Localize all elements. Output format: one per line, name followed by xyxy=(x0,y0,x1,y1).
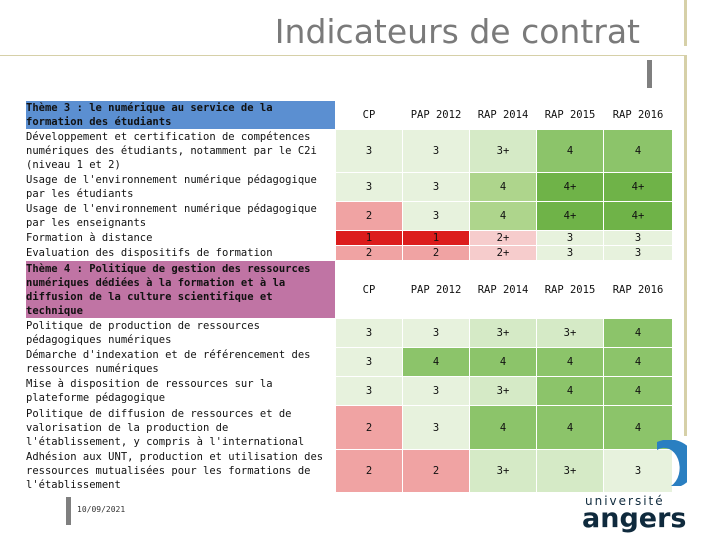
row-label: Mise à disposition de ressources sur la … xyxy=(25,376,336,406)
cell-value: 4 xyxy=(402,347,470,377)
col-header-rap2016: RAP 2016 xyxy=(603,100,673,130)
cell-value: 3 xyxy=(402,376,470,406)
cell-value: 2+ xyxy=(469,230,537,246)
cell-value: 3 xyxy=(402,129,470,173)
col-header-rap2015: RAP 2015 xyxy=(536,260,604,319)
cell-value: 4 xyxy=(469,172,537,202)
cell-value: 2 xyxy=(335,449,403,493)
table-row: Politique de diffusion de ressources et … xyxy=(25,405,673,450)
cell-value: 3 xyxy=(603,245,673,261)
cell-value: 4+ xyxy=(603,172,673,202)
cell-value: 3+ xyxy=(469,449,537,493)
row-label: Formation à distance xyxy=(25,230,336,246)
table-row: Evaluation des dispositifs de formation … xyxy=(25,245,673,261)
decor-vertical-line-top xyxy=(684,0,687,46)
cell-value: 4 xyxy=(469,201,537,231)
row-label: Usage de l'environnement numérique pédag… xyxy=(25,172,336,202)
cell-value: 3+ xyxy=(469,129,537,173)
table-row: Usage de l'environnement numérique pédag… xyxy=(25,201,673,231)
cell-value: 3 xyxy=(335,376,403,406)
logo-text-universite: université xyxy=(585,494,665,508)
cell-value: 2 xyxy=(335,201,403,231)
row-label: Adhésion aux UNT, production et utilisat… xyxy=(25,449,336,493)
row-label: Politique de production de ressources pé… xyxy=(25,318,336,348)
cell-value: 4 xyxy=(469,405,537,450)
cell-value: 3+ xyxy=(536,449,604,493)
table-row: Formation à distance 1 1 2+ 3 3 xyxy=(25,230,673,246)
cell-value: 3+ xyxy=(469,318,537,348)
cell-value: 3 xyxy=(603,449,673,493)
cell-value: 4+ xyxy=(603,201,673,231)
col-header-rap2016: RAP 2016 xyxy=(603,260,673,319)
cell-value: 4 xyxy=(603,318,673,348)
cell-value: 2 xyxy=(402,245,470,261)
theme3-title: Thème 3 : le numérique au service de la … xyxy=(25,100,336,130)
table-row: Développement et certification de compét… xyxy=(25,129,673,173)
cell-value: 4+ xyxy=(536,172,604,202)
slide-title: Indicateurs de contrat xyxy=(274,12,640,51)
col-header-cp: CP xyxy=(335,100,403,130)
cell-value: 4 xyxy=(536,347,604,377)
cell-value: 4 xyxy=(603,129,673,173)
row-label: Evaluation des dispositifs de formation xyxy=(25,245,336,261)
cell-value: 3 xyxy=(335,172,403,202)
row-label: Politique de diffusion de ressources et … xyxy=(25,405,336,450)
decor-horizontal-line xyxy=(0,55,687,56)
cell-value: 2+ xyxy=(469,245,537,261)
cell-value: 3 xyxy=(402,201,470,231)
theme3-header-row: Thème 3 : le numérique au service de la … xyxy=(25,100,673,130)
logo-text-angers: angers xyxy=(582,503,687,534)
university-logo-arc-icon xyxy=(657,440,687,486)
cell-value: 3 xyxy=(335,347,403,377)
cell-value: 3+ xyxy=(469,376,537,406)
contract-indicators-table: Thème 3 : le numérique au service de la … xyxy=(25,100,673,493)
decor-gray-bar-bottom xyxy=(66,497,71,525)
cell-value: 1 xyxy=(335,230,403,246)
cell-value: 2 xyxy=(402,449,470,493)
cell-value: 4 xyxy=(536,376,604,406)
cell-value: 4+ xyxy=(536,201,604,231)
row-label: Développement et certification de compét… xyxy=(25,129,336,173)
cell-value: 1 xyxy=(402,230,470,246)
cell-value: 2 xyxy=(335,245,403,261)
col-header-cp: CP xyxy=(335,260,403,319)
table-row: Politique de production de ressources pé… xyxy=(25,318,673,348)
cell-value: 3 xyxy=(536,230,604,246)
col-header-rap2014: RAP 2014 xyxy=(469,260,537,319)
cell-value: 3 xyxy=(402,405,470,450)
decor-gray-bar-top xyxy=(647,60,652,88)
slide-date: 10/09/2021 xyxy=(77,505,126,514)
decor-vertical-line-right xyxy=(684,56,687,436)
cell-value: 4 xyxy=(603,347,673,377)
cell-value: 4 xyxy=(603,405,673,450)
theme4-header-row: Thème 4 : Politique de gestion des resso… xyxy=(25,260,673,319)
cell-value: 4 xyxy=(469,347,537,377)
col-header-rap2015: RAP 2015 xyxy=(536,100,604,130)
col-header-pap2012: PAP 2012 xyxy=(402,260,470,319)
col-header-rap2014: RAP 2014 xyxy=(469,100,537,130)
cell-value: 4 xyxy=(536,129,604,173)
row-label: Démarche d'indexation et de référencemen… xyxy=(25,347,336,377)
cell-value: 4 xyxy=(536,405,604,450)
theme4-title: Thème 4 : Politique de gestion des resso… xyxy=(25,260,336,319)
table-row: Mise à disposition de ressources sur la … xyxy=(25,376,673,406)
table-row: Usage de l'environnement numérique pédag… xyxy=(25,172,673,202)
col-header-pap2012: PAP 2012 xyxy=(402,100,470,130)
cell-value: 3 xyxy=(335,129,403,173)
cell-value: 3 xyxy=(402,318,470,348)
table-row: Adhésion aux UNT, production et utilisat… xyxy=(25,449,673,493)
cell-value: 3+ xyxy=(536,318,604,348)
cell-value: 3 xyxy=(603,230,673,246)
cell-value: 3 xyxy=(536,245,604,261)
row-label: Usage de l'environnement numérique pédag… xyxy=(25,201,336,231)
table-row: Démarche d'indexation et de référencemen… xyxy=(25,347,673,377)
cell-value: 3 xyxy=(335,318,403,348)
cell-value: 3 xyxy=(402,172,470,202)
cell-value: 2 xyxy=(335,405,403,450)
cell-value: 4 xyxy=(603,376,673,406)
